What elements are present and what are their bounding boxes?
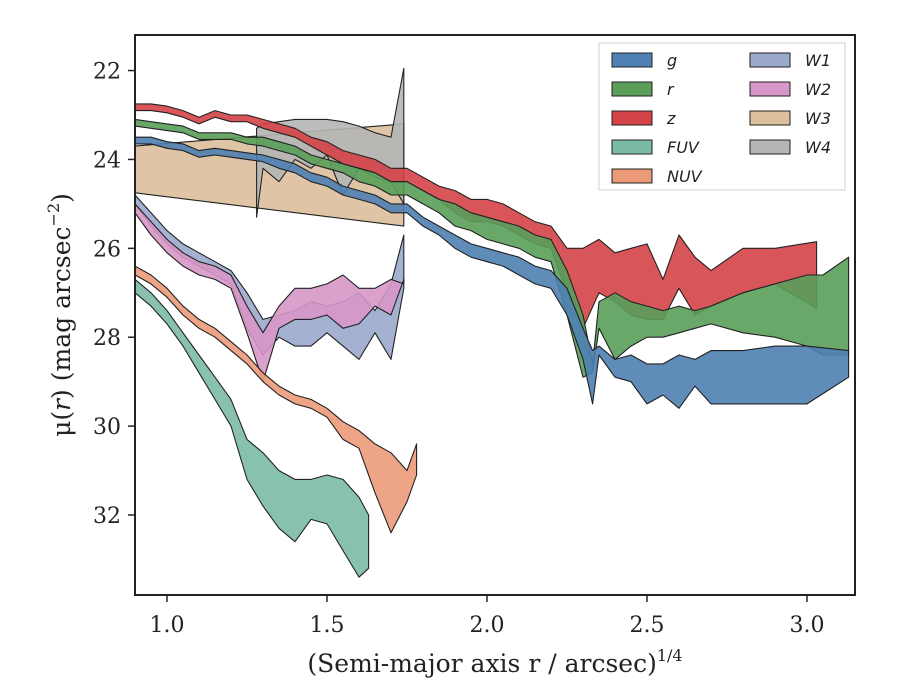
legend-swatch-w3 <box>749 110 791 126</box>
y-tick-label: 26 <box>93 237 121 262</box>
plot-frame <box>134 34 856 596</box>
y-axis-label-unit: (mag arcsec <box>47 226 76 381</box>
band-fuv <box>135 278 370 578</box>
x-tick-label: 2.5 <box>630 613 665 638</box>
y-tick-label: 22 <box>93 60 121 85</box>
legend-label-z: z <box>666 109 676 128</box>
x-axis-label-exponent: 1/4 <box>657 646 683 665</box>
legend-swatch-fuv <box>611 139 653 155</box>
band-w2 <box>135 203 405 383</box>
y-axis-label-exponent: −2 <box>44 203 63 227</box>
legend-swatch-g <box>611 52 653 68</box>
x-axis: 1.0 1.5 2.0 2.5 3.0 <box>150 595 825 638</box>
legend-label-nuv: NUV <box>667 167 703 186</box>
y-axis-label: μ(r) (mag arcsec−2) <box>44 193 76 437</box>
band-nuv <box>135 265 418 534</box>
legend-swatch-r <box>611 81 653 97</box>
band-g <box>135 136 850 409</box>
x-tick-label: 3.0 <box>790 613 825 638</box>
y-axis: 22 24 26 28 30 32 <box>93 60 135 529</box>
legend-swatch-w2 <box>749 81 791 97</box>
legend-swatch-w1 <box>749 52 791 68</box>
bands-layer <box>135 67 850 578</box>
x-tick-label: 1.0 <box>150 613 185 638</box>
legend-label-w1: W1 <box>805 51 831 70</box>
legend-label-w4: W4 <box>805 138 831 157</box>
legend: grz FUV NUV W1 W2 W3 W4 <box>598 42 846 191</box>
x-tick-label: 1.5 <box>310 613 345 638</box>
y-tick-label: 24 <box>93 148 121 173</box>
legend-swatch-w4 <box>749 139 791 155</box>
legend-label-w3: W3 <box>805 109 831 128</box>
y-axis-label-variable: r <box>47 397 76 411</box>
x-tick-label: 2.0 <box>470 613 505 638</box>
legend-label-g: g <box>667 51 677 70</box>
legend-swatch-z <box>611 110 653 126</box>
legend-swatch-nuv <box>611 168 653 184</box>
y-tick-label: 32 <box>93 504 121 529</box>
y-tick-label: 30 <box>93 415 121 440</box>
legend-label-r: r <box>667 80 675 99</box>
y-tick-label: 28 <box>93 326 121 351</box>
legend-label-fuv: FUV <box>667 138 700 157</box>
legend-label-w2: W2 <box>805 80 831 99</box>
x-axis-label: (Semi-major axis r / arcsec)1/4 <box>307 646 682 678</box>
